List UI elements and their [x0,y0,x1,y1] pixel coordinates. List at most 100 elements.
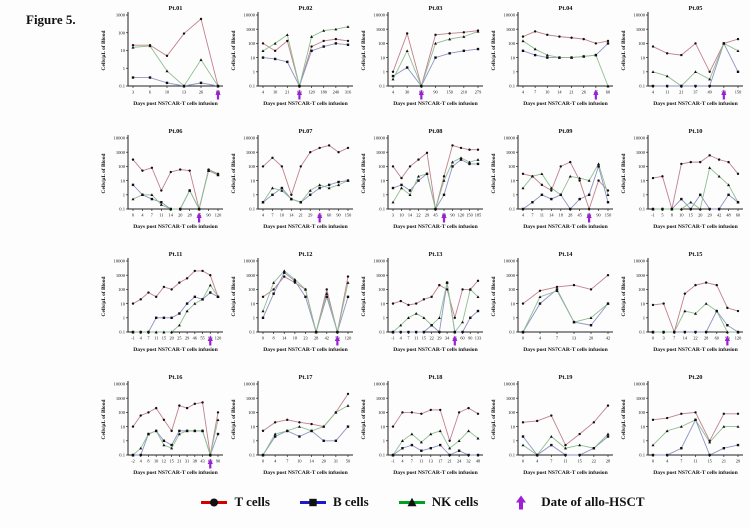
b-cells-line [653,193,739,210]
data-point [185,406,189,410]
data-point [322,39,325,43]
y-tick-label: 1 [643,70,646,75]
data-point [285,429,289,433]
nk-cells-marker-icon [398,497,425,506]
y-axis-label: Cells/μL of Blood [101,277,107,317]
data-point [391,330,395,334]
data-point [293,277,297,281]
x-tick-label: 180 [320,90,326,95]
data-point [346,25,350,28]
data-point [521,435,525,438]
data-point [578,197,581,201]
chart-title: Pt.01 [168,5,182,12]
x-tick-label: 150 [605,213,611,218]
data-point [578,432,581,436]
y-tick-label: 1 [123,66,126,71]
y-tick-label: 0.1 [639,84,645,89]
chart-title: Pt.18 [428,374,442,381]
data-point [597,179,600,182]
x-axis-label: Days post NS7CAR-T cells infusion [393,347,478,353]
data-point [559,193,563,196]
data-point [694,418,697,422]
y-tick-label: 100 [638,41,646,46]
data-point [170,316,173,319]
data-point [193,269,197,273]
x-tick-label: 21 [722,459,726,464]
y-tick-label: 0.1 [119,330,125,335]
x-axis-label: Days post NS7CAR-T cells infusion [393,470,478,476]
y-tick-label: 0.1 [249,84,255,89]
data-point [564,446,567,450]
y-tick-label: 1000 [506,273,516,278]
x-tick-label: 22 [693,336,697,341]
data-point [438,330,441,334]
chart-title: Pt.05 [688,5,702,12]
x-axis-label: Days post NS7CAR-T cells infusion [653,101,738,107]
y-tick-label: 1000 [636,27,646,32]
data-point [139,330,143,334]
data-point [521,35,525,38]
x-tick-label: 7 [271,213,274,218]
data-point [185,309,189,313]
x-tick-label: 26 [582,90,587,95]
x-tick-label: 5 [661,213,663,218]
x-tick-label: 133 [475,336,481,341]
data-point [680,53,683,57]
y-tick-label: 10 [510,301,515,306]
subplot-pt-10: Pt.10 0.1 1 10 100 1000 10000 -1 5 8 10 15 20 29 42 48 6… [618,125,748,248]
data-point [459,156,463,160]
charts-grid: Pt.010.111010010003610132660Days post NS… [98,2,748,494]
x-tick-label: 28 [606,459,610,464]
x-tick-label: 10 [165,90,169,95]
data-point [651,330,655,334]
x-tick-label: 279 [475,90,481,95]
data-point [318,186,321,190]
x-tick-label: 29 [437,336,441,341]
y-tick-label: 10000 [244,136,256,141]
data-point [538,302,542,305]
subplot-pt-19: Pt.19 0.1 1 10 100 1000 10000 0 4 7 11 15 22 28 Days p… [488,371,618,494]
data-point [704,330,708,334]
data-point [606,42,610,45]
data-point [550,443,553,447]
b-cells-line [133,430,219,457]
data-point [589,324,593,327]
data-point [430,295,433,299]
b-cells-line [262,180,349,203]
data-point [708,154,711,157]
data-point [549,435,553,438]
data-point [280,165,284,168]
data-point [272,288,275,291]
y-tick-label: 10000 [634,13,646,18]
data-point [651,418,655,422]
data-point [476,436,480,440]
x-tick-label: 7 [680,459,683,464]
data-point [273,421,277,424]
chart-title: Pt.16 [168,374,183,381]
b-cells-line [392,159,478,211]
x-tick-label: 4 [666,459,669,464]
y-tick-label: 1000 [506,396,516,401]
data-point [169,207,173,211]
x-tick-label: 60 [606,90,610,95]
data-point [597,165,600,168]
y-tick-label: 10 [250,424,255,429]
data-point [199,58,203,61]
x-tick-label: 46 [193,336,198,341]
x-tick-label: 21 [299,213,303,218]
subplot-pt-09: Pt.090.111010010001000047111418284560901… [488,125,618,248]
data-point [476,412,480,415]
data-point [407,330,410,334]
data-point [661,175,664,178]
data-point [683,330,687,334]
data-point [736,443,740,447]
data-point [283,275,286,278]
data-point [459,146,463,150]
data-point [391,74,395,78]
data-point [651,453,655,457]
data-point [521,302,525,305]
y-axis-label: Cells/μL of Blood [231,400,237,440]
y-tick-label: 100 [508,164,516,169]
b-cells-line [653,418,739,456]
t-cells-line [392,407,479,443]
